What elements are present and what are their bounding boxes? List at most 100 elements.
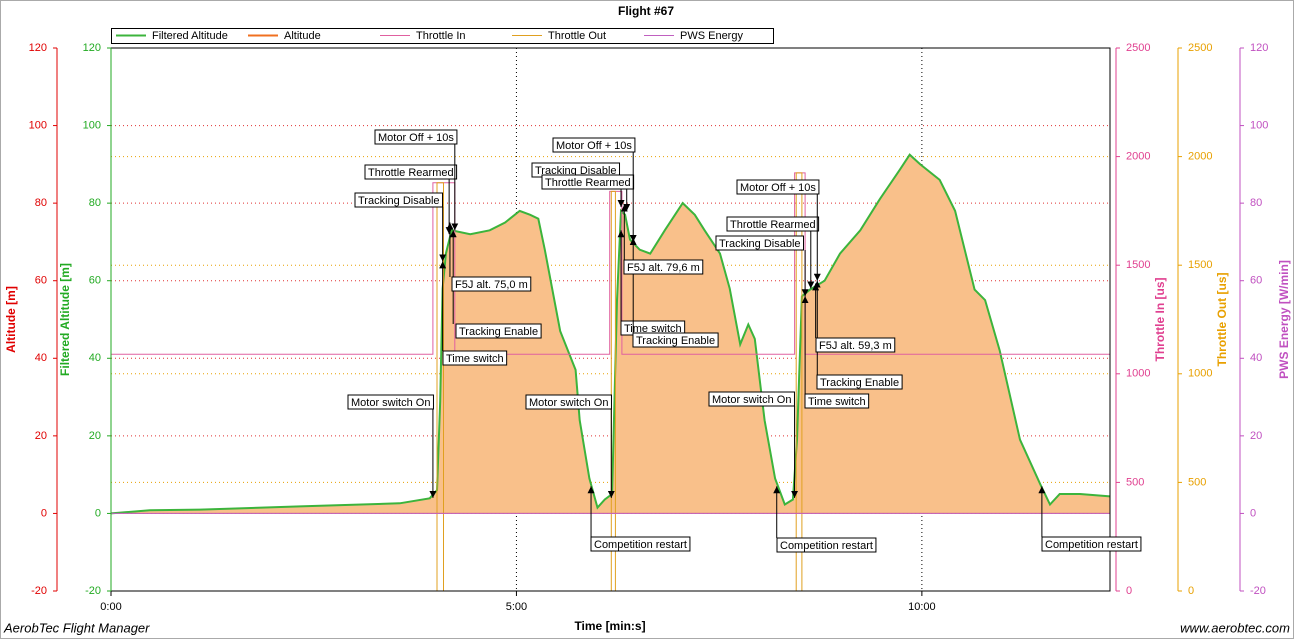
annotation-box [364,164,458,180]
y-tick-label: 60 [35,275,47,287]
annotation-box [736,179,820,195]
y-tick-label: 40 [89,352,101,364]
x-tick-label: 5:00 [506,601,527,613]
annotation-box [804,393,870,409]
y-tick-label: 80 [89,197,101,209]
axis-title: Filtered Altitude [m] [58,263,72,376]
annotation-box [525,394,612,410]
annotation-box [726,216,820,232]
annotation: Competition restart [1041,536,1142,552]
annotation-box [816,374,903,390]
legend-label: Filtered Altitude [152,30,228,42]
annotation-box [442,350,508,366]
y-tick-label: -20 [31,585,47,597]
annotation-box [715,235,805,251]
y-tick-label: 500 [1188,476,1206,488]
annotation-box [455,323,542,339]
y-tick-label: 120 [29,42,47,54]
y-tick-label: 1500 [1126,259,1150,271]
annotation-label: Motor Off + 10s [740,182,816,194]
series-line [111,172,1110,592]
annotation: Motor switch On [525,394,612,410]
legend-label: Throttle Out [548,30,606,42]
annotation-label: Motor Off + 10s [556,140,632,152]
annotation: Tracking Enable [816,374,903,390]
annotation-box [354,192,444,208]
y-tick-label: 2500 [1126,42,1150,54]
y-tick-label: 1000 [1126,368,1150,380]
annotation: Competition restart [590,536,691,552]
y-tick-label: -20 [1250,585,1266,597]
y-tick-label: 0 [1250,507,1256,519]
y-tick-label: 20 [89,430,101,442]
annotation-label: Motor switch On [529,397,608,409]
annotation-label: F5J alt. 59,3 m [819,340,892,352]
legend-label: PWS Energy [680,30,743,42]
y-tick-label: 40 [1250,352,1262,364]
y-tick-label: 2000 [1126,151,1150,163]
y-tick-label: 100 [83,119,101,131]
annotation-box [347,394,434,410]
footer-left: AerobTec Flight Manager [3,620,150,635]
annotation: F5J alt. 79,6 m [623,259,704,275]
annotation-label: Tracking Enable [636,335,715,347]
annotation-box [708,391,795,407]
annotation-box [632,332,719,348]
annotation: Motor switch On [708,391,795,407]
y-tick-label: 40 [35,352,47,364]
legend-label: Altitude [284,30,321,42]
x-tick-label: 0:00 [100,601,121,613]
annotation-label: Competition restart [594,539,687,551]
annotation-label: Competition restart [780,540,873,552]
axis-title: Throttle In [us] [1153,278,1167,362]
annotation: Throttle Rearmed [541,174,635,190]
annotation-label: Competition restart [1045,539,1138,551]
annotation: Tracking Enable [455,323,542,339]
annotation-label: F5J alt. 75,0 m [455,279,528,291]
annotation-label: Time switch [624,323,682,335]
y-tick-label: 2000 [1188,151,1212,163]
annotation-label: Throttle Rearmed [368,167,454,179]
y-tick-label: 20 [35,430,47,442]
annotation-label: Tracking Enable [820,377,899,389]
y-tick-label: 1500 [1188,259,1212,271]
y-tick-label: 0 [41,507,47,519]
annotation: Tracking Enable [632,332,719,348]
y-tick-label: 100 [1250,119,1268,131]
legend-box [111,28,774,44]
annotation: F5J alt. 75,0 m [451,276,532,292]
annotation: Tracking Disable [354,192,444,208]
annotation: Motor switch On [347,394,434,410]
y-tick-label: 60 [89,275,101,287]
annotation-box [776,537,877,553]
annotation: Time switch [620,320,686,336]
y-tick-label: 500 [1126,476,1144,488]
annotation: Time switch [442,350,508,366]
y-tick-label: 80 [1250,197,1262,209]
annotation-box [552,137,636,153]
y-tick-label: 120 [83,42,101,54]
annotation: Competition restart [776,537,877,553]
y-tick-label: 60 [1250,275,1262,287]
annotation: F5J alt. 59,3 m [815,337,896,353]
annotation: Tracking Disable [531,162,621,178]
annotation-box [623,259,704,275]
annotation: Motor Off + 10s [374,129,458,145]
annotation-label: Tracking Enable [459,326,538,338]
y-tick-label: 0 [1188,585,1194,597]
annotation-label: Throttle Rearmed [545,177,631,189]
y-tick-label: -20 [85,585,101,597]
footer-right: www.aerobtec.com [1180,620,1290,635]
annotation: Throttle Rearmed [726,216,820,232]
y-tick-label: 120 [1250,42,1268,54]
annotation-box [1041,536,1142,552]
annotation-label: Tracking Disable [535,165,617,177]
axis-title: Altitude [m] [4,286,18,353]
y-tick-label: 80 [35,197,47,209]
annotation-box [374,129,458,145]
y-tick-label: 2500 [1188,42,1212,54]
annotation: Motor Off + 10s [552,137,636,153]
annotation: Motor Off + 10s [736,179,820,195]
annotation-label: Motor Off + 10s [378,132,454,144]
